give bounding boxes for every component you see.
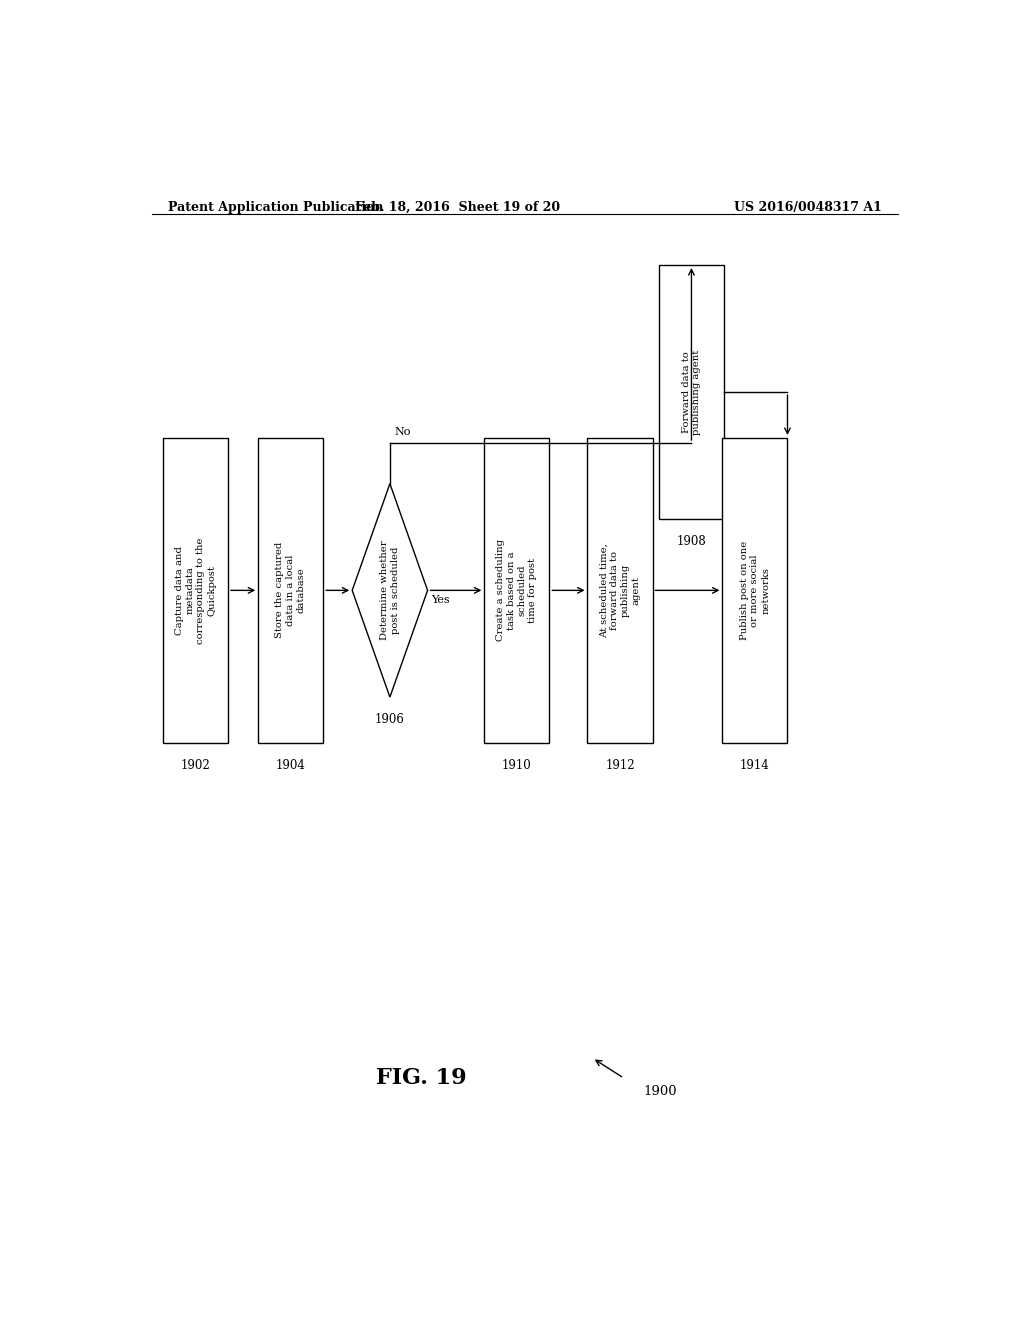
Text: 1900: 1900 [644, 1085, 678, 1098]
Bar [163, 438, 228, 743]
Text: Publish post on one
or more social
networks: Publish post on one or more social netwo… [739, 541, 770, 640]
Text: Forward data to
publishing agent: Forward data to publishing agent [682, 350, 701, 434]
Text: At scheduled time,
forward data to
publishing
agent: At scheduled time, forward data to publi… [599, 543, 641, 638]
Text: FIG. 19: FIG. 19 [376, 1068, 467, 1089]
Text: Create a scheduling
task based on a
scheduled
time for post: Create a scheduling task based on a sche… [497, 540, 538, 642]
Bar [722, 438, 787, 743]
Text: US 2016/0048317 A1: US 2016/0048317 A1 [734, 201, 882, 214]
Text: No: No [394, 426, 411, 437]
Text: Capture data and
metadata
corresponding to the
Quickpost: Capture data and metadata corresponding … [175, 537, 216, 644]
Text: 1906: 1906 [375, 713, 404, 726]
Text: 1908: 1908 [677, 536, 707, 549]
Bar [588, 438, 652, 743]
Text: Store the captured
data in a local
database: Store the captured data in a local datab… [275, 543, 306, 639]
Text: Determine whether
post is scheduled: Determine whether post is scheduled [380, 541, 399, 640]
Text: 1904: 1904 [275, 759, 305, 772]
Text: 1902: 1902 [180, 759, 210, 772]
Bar [258, 438, 324, 743]
Text: Feb. 18, 2016  Sheet 19 of 20: Feb. 18, 2016 Sheet 19 of 20 [354, 201, 560, 214]
Text: 1912: 1912 [605, 759, 635, 772]
Text: Yes: Yes [431, 594, 450, 605]
Bar [484, 438, 550, 743]
Bar [658, 265, 724, 519]
Text: Patent Application Publication: Patent Application Publication [168, 201, 383, 214]
Text: 1910: 1910 [502, 759, 531, 772]
Text: 1914: 1914 [740, 759, 770, 772]
